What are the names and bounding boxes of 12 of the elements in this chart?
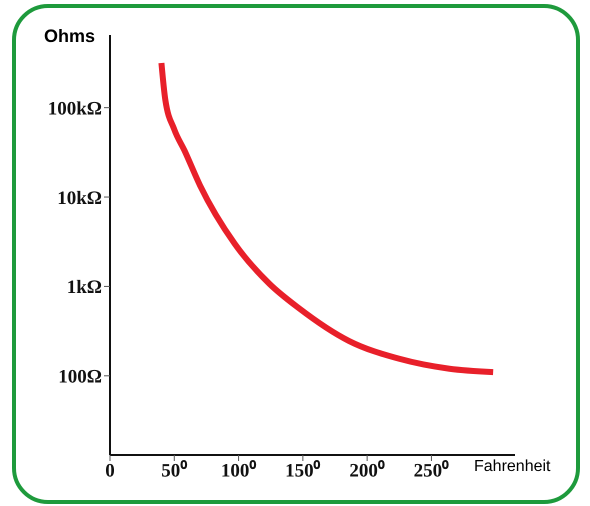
x-tick-label: 200⁰ [349,459,385,482]
y-axis-title: Ohms [44,26,96,47]
x-tick-label: 0 [105,460,115,482]
y-tick-label: 100Ω [58,366,102,388]
x-tick-label: 50⁰ [161,459,188,482]
x-tick-label: 250⁰ [414,459,450,482]
x-tick-label: 100⁰ [220,459,256,482]
y-tick-label: 1kΩ [66,277,102,298]
x-axis-title: Fahrenheit [474,458,550,476]
x-tick-label: 150⁰ [285,459,321,482]
y-tick-label: 100kΩ [48,98,102,120]
y-tick-label: 10kΩ [57,188,102,209]
